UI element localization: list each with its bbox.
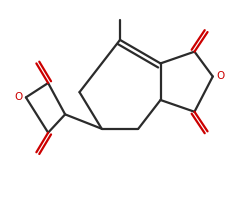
Text: O: O (14, 92, 22, 102)
Text: O: O (216, 71, 224, 81)
